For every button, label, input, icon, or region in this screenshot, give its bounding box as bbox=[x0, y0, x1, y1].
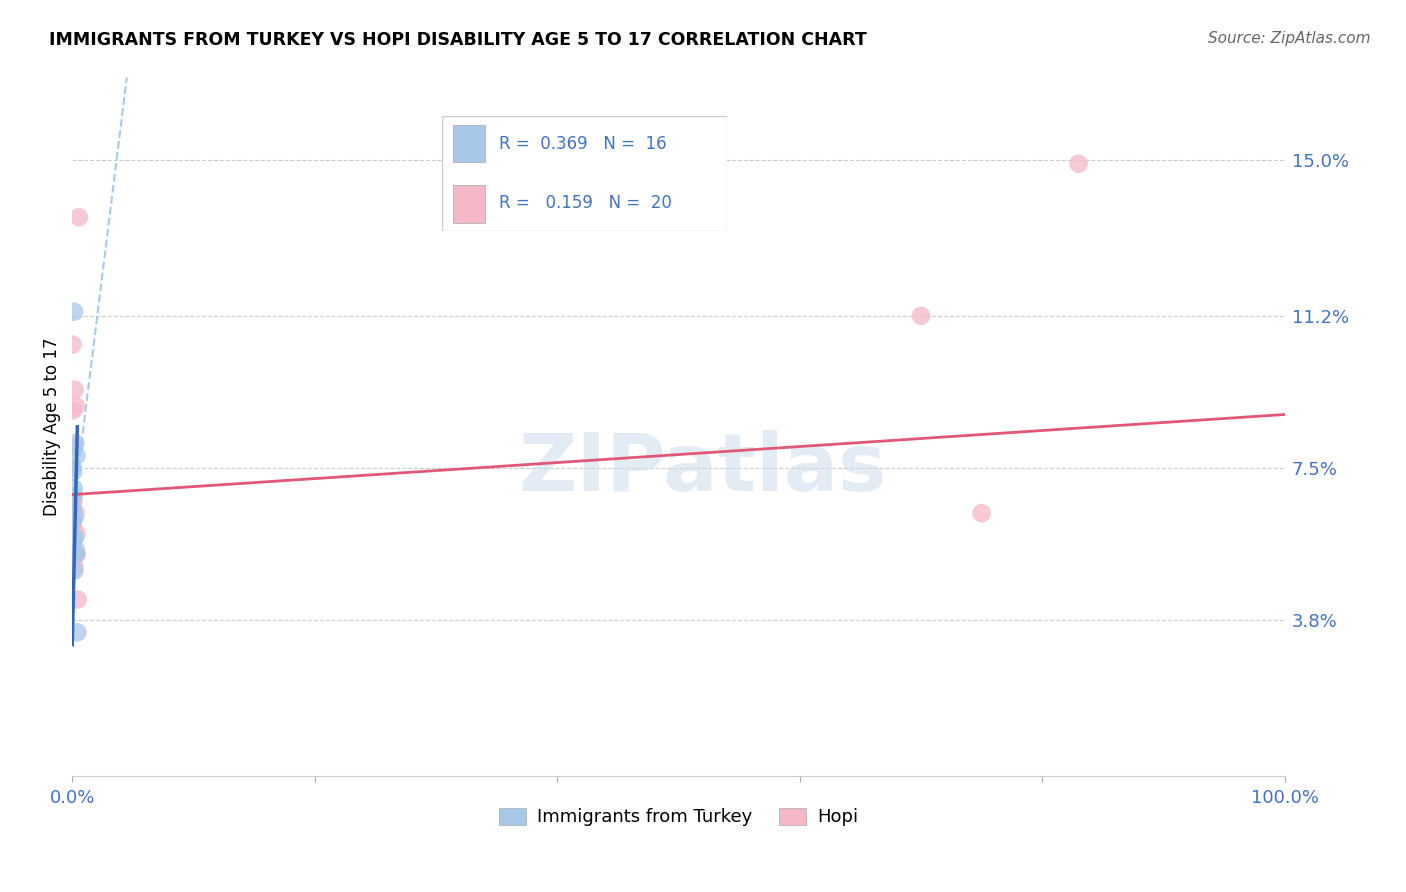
Point bbox=[62, 490, 84, 504]
Point bbox=[65, 436, 87, 450]
Point bbox=[62, 482, 84, 496]
Point bbox=[65, 547, 87, 561]
Point bbox=[63, 441, 86, 455]
Point bbox=[65, 543, 87, 558]
Point bbox=[63, 510, 86, 524]
Point bbox=[63, 531, 86, 545]
Point bbox=[63, 559, 86, 574]
Text: Source: ZipAtlas.com: Source: ZipAtlas.com bbox=[1208, 31, 1371, 46]
Point bbox=[62, 490, 84, 504]
Text: ZIPatlas: ZIPatlas bbox=[519, 430, 887, 508]
Point bbox=[970, 506, 993, 520]
Point bbox=[62, 493, 84, 508]
Point bbox=[67, 210, 90, 224]
Point bbox=[65, 526, 87, 541]
Point bbox=[62, 523, 84, 537]
Point bbox=[910, 309, 932, 323]
Y-axis label: Disability Age 5 to 17: Disability Age 5 to 17 bbox=[44, 337, 60, 516]
Point bbox=[62, 465, 84, 479]
Point bbox=[62, 403, 84, 417]
Point bbox=[62, 514, 84, 528]
Point bbox=[65, 399, 87, 413]
Point bbox=[65, 506, 87, 520]
Point bbox=[66, 592, 89, 607]
Point bbox=[62, 531, 84, 545]
Point bbox=[1067, 157, 1090, 171]
Text: IMMIGRANTS FROM TURKEY VS HOPI DISABILITY AGE 5 TO 17 CORRELATION CHART: IMMIGRANTS FROM TURKEY VS HOPI DISABILIT… bbox=[49, 31, 868, 49]
Point bbox=[66, 625, 89, 640]
Point bbox=[62, 535, 84, 549]
Point bbox=[63, 304, 86, 318]
Legend: Immigrants from Turkey, Hopi: Immigrants from Turkey, Hopi bbox=[492, 800, 865, 833]
Point bbox=[65, 547, 87, 561]
Point bbox=[65, 449, 87, 463]
Point bbox=[63, 564, 86, 578]
Point bbox=[63, 383, 86, 397]
Point bbox=[62, 502, 84, 516]
Point bbox=[62, 461, 84, 475]
Point bbox=[66, 547, 89, 561]
Point bbox=[62, 337, 84, 351]
Point bbox=[62, 514, 84, 528]
